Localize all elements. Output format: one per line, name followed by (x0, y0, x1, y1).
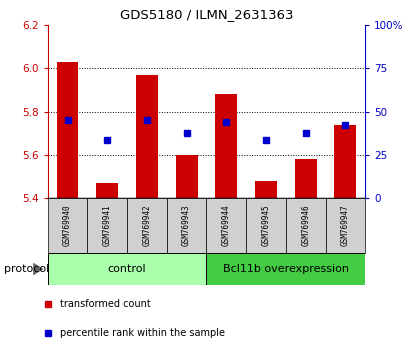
Text: GSM769947: GSM769947 (341, 205, 350, 246)
Bar (96, 183, 118, 198)
Bar (255, 181, 277, 198)
Bar (286, 198, 325, 253)
Bar (215, 94, 237, 198)
Polygon shape (33, 263, 44, 275)
Bar (334, 125, 356, 198)
Title: GDS5180 / ILMN_2631363: GDS5180 / ILMN_2631363 (120, 8, 293, 21)
Bar (207, 253, 365, 285)
Text: GSM769946: GSM769946 (301, 205, 310, 246)
Bar (127, 198, 167, 253)
Bar (48, 198, 88, 253)
Text: transformed count: transformed count (60, 299, 151, 309)
Text: GSM769945: GSM769945 (261, 205, 271, 246)
Text: control: control (108, 264, 146, 274)
Bar (88, 198, 127, 253)
Bar (48, 253, 207, 285)
Text: GSM769942: GSM769942 (142, 205, 151, 246)
Bar (167, 198, 207, 253)
Text: GSM769940: GSM769940 (63, 205, 72, 246)
Bar (325, 198, 365, 253)
Bar (136, 75, 158, 198)
Bar (246, 198, 286, 253)
Text: GSM769944: GSM769944 (222, 205, 231, 246)
Text: GSM769943: GSM769943 (182, 205, 191, 246)
Text: GSM769941: GSM769941 (103, 205, 112, 246)
Bar (176, 155, 198, 198)
Bar (57, 62, 78, 198)
Text: protocol: protocol (4, 264, 49, 274)
Text: percentile rank within the sample: percentile rank within the sample (60, 328, 225, 338)
Text: Bcl11b overexpression: Bcl11b overexpression (223, 264, 349, 274)
Bar (207, 198, 246, 253)
Bar (295, 159, 317, 198)
